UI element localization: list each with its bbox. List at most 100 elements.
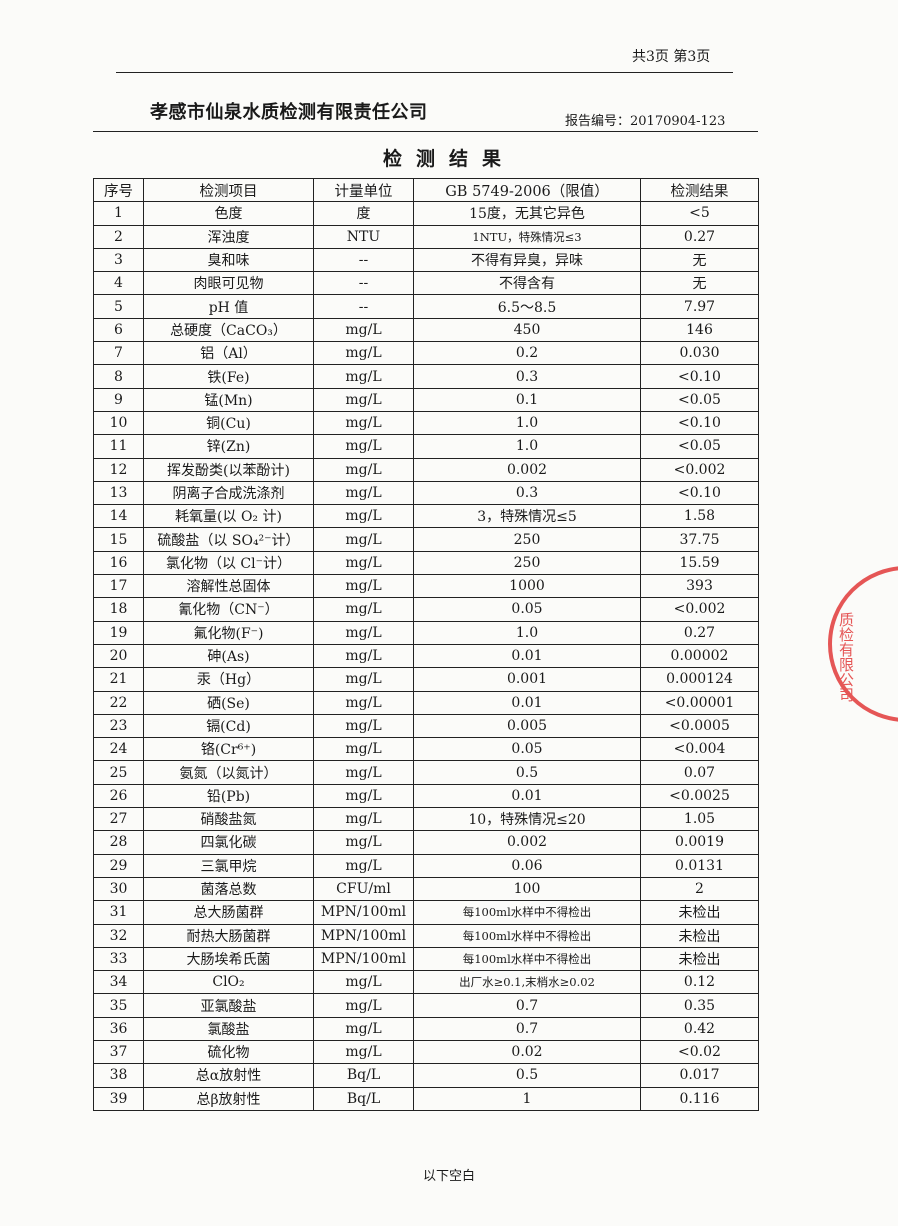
cell-no: 12	[93, 457, 144, 482]
cell-result: 0.42	[640, 1016, 759, 1041]
cell-unit: NTU	[313, 224, 414, 249]
cell-no: 31	[93, 900, 144, 925]
cell-limit: 0.01	[413, 783, 641, 809]
cell-unit: mg/L	[313, 783, 414, 809]
cell-no: 8	[93, 364, 144, 389]
cell-no: 38	[93, 1063, 144, 1088]
cell-item: 铜(Cu)	[143, 410, 314, 436]
cell-limit: 1.0	[413, 410, 641, 436]
table-row: 37 硫化物 mg/L 0.02 <0.02	[93, 1039, 759, 1065]
cell-limit: 0.01	[413, 690, 641, 715]
cell-item: 总β放射性	[143, 1086, 314, 1111]
cell-limit: 3，特殊情况≤5	[413, 504, 641, 529]
table-row: 6 总硬度（CaCO₃） mg/L 450 146	[93, 317, 759, 343]
cell-unit: mg/L	[313, 317, 414, 343]
table-row: 33 大肠埃希氏菌 MPN/100ml 每100ml水样中不得检出 未检出	[93, 946, 759, 972]
cell-no: 34	[93, 970, 144, 995]
table-row: 2 浑浊度 NTU 1NTU，特殊情况≤3 0.27	[93, 224, 759, 249]
table-row: 15 硫酸盐（以 SO₄²⁻计） mg/L 250 37.75	[93, 527, 759, 552]
cell-unit: mg/L	[313, 713, 414, 739]
page-info: 共3页 第3页	[632, 49, 711, 65]
stamp-lettering: 质检有限公司	[837, 612, 855, 702]
cell-result: <0.002	[640, 457, 759, 482]
cell-no: 13	[93, 480, 144, 506]
company-name: 孝感市仙泉水质检测有限责任公司	[150, 102, 428, 123]
cell-limit: 0.05	[413, 597, 641, 622]
table-row: 32 耐热大肠菌群 MPN/100ml 每100ml水样中不得检出 未检出	[93, 923, 759, 948]
cell-no: 18	[93, 597, 144, 622]
cell-limit: 1NTU，特殊情况≤3	[413, 224, 641, 249]
cell-limit: 0.001	[413, 667, 641, 692]
cell-item: 三氯甲烷	[143, 853, 314, 878]
table-row: 8 铁(Fe) mg/L 0.3 <0.10	[93, 364, 759, 389]
cell-no: 19	[93, 620, 144, 645]
cell-result: 未检出	[640, 946, 759, 972]
stamp-ring	[828, 566, 898, 722]
cell-result: <0.002	[640, 597, 759, 622]
cell-no: 26	[93, 783, 144, 809]
cell-unit: mg/L	[313, 667, 414, 692]
cell-limit: 15度，无其它异色	[413, 201, 641, 226]
cell-unit: mg/L	[313, 341, 414, 366]
table-row: 7 铝（Al） mg/L 0.2 0.030	[93, 341, 759, 366]
cell-no: 6	[93, 317, 144, 343]
cell-no: 28	[93, 830, 144, 855]
cell-item: 总硬度（CaCO₃）	[143, 317, 314, 343]
col-header-limit: GB 5749-2006（限值）	[413, 177, 641, 203]
col-header-no: 序号	[93, 177, 144, 203]
cell-no: 39	[93, 1086, 144, 1111]
cell-unit: mg/L	[313, 807, 414, 832]
cell-item: 氯酸盐	[143, 1016, 314, 1041]
cell-unit: 度	[313, 201, 414, 226]
cell-item: 铅(Pb)	[143, 783, 314, 809]
cell-limit: 1	[413, 1086, 641, 1111]
cell-result: <0.0025	[640, 783, 759, 809]
cell-result: <0.10	[640, 364, 759, 389]
table-row: 25 氨氮（以氮计） mg/L 0.5 0.07	[93, 760, 759, 785]
cell-limit: 0.05	[413, 737, 641, 762]
cell-unit: mg/L	[313, 480, 414, 506]
cell-limit: 1.0	[413, 434, 641, 459]
cell-limit: 不得有异臭，异味	[413, 247, 641, 273]
table-row: 4 肉眼可见物 -- 不得含有无	[93, 271, 759, 296]
cell-result: <5	[640, 201, 759, 226]
cell-no: 4	[93, 271, 144, 296]
cell-unit: mg/L	[313, 737, 414, 762]
cell-no: 30	[93, 876, 144, 902]
cell-item: 硫化物	[143, 1039, 314, 1065]
cell-result: 7.97	[640, 294, 759, 319]
cell-item: 锌(Zn)	[143, 434, 314, 459]
table-row: 9 锰(Mn) mg/L 0.1 <0.05	[93, 387, 759, 412]
cell-result: 0.27	[640, 224, 759, 249]
cell-item: 挥发酚类(以苯酚计)	[143, 457, 314, 482]
cell-item: 臭和味	[143, 247, 314, 273]
cell-item: 铬(Cr⁶⁺)	[143, 737, 314, 762]
cell-unit: mg/L	[313, 643, 414, 669]
table-row: 24 铬(Cr⁶⁺) mg/L 0.05 <0.004	[93, 737, 759, 762]
cell-result: 未检出	[640, 900, 759, 925]
cell-unit: mg/L	[313, 970, 414, 995]
table-row: 36 氯酸盐 mg/L 0.7 0.42	[93, 1016, 759, 1041]
table-row: 35 亚氯酸盐 mg/L 0.7 0.35	[93, 993, 759, 1018]
cell-no: 25	[93, 760, 144, 785]
cell-unit: mg/L	[313, 597, 414, 622]
cell-no: 1	[93, 201, 144, 226]
cell-result: <0.0005	[640, 713, 759, 739]
cell-item: 氨氮（以氮计）	[143, 760, 314, 785]
cell-result: 2	[640, 876, 759, 902]
cell-item: 镉(Cd)	[143, 713, 314, 739]
cell-result: 0.000124	[640, 667, 759, 692]
cell-no: 22	[93, 690, 144, 715]
table-row: 12 挥发酚类(以苯酚计) mg/L 0.002 <0.002	[93, 457, 759, 482]
table-row: 39 总β放射性 Bq/L 1 0.116	[93, 1086, 759, 1111]
table-row: 38 总α放射性 Bq/L 0.5 0.017	[93, 1063, 759, 1088]
cell-result: 0.12	[640, 970, 759, 995]
table-row: 23 镉(Cd) mg/L 0.005 <0.0005	[93, 713, 759, 739]
cell-result: 无	[640, 247, 759, 273]
cell-limit: 0.002	[413, 457, 641, 482]
cell-item: 亚氯酸盐	[143, 993, 314, 1018]
cell-limit: 0.3	[413, 480, 641, 506]
cell-item: 铁(Fe)	[143, 364, 314, 389]
cell-item: 硒(Se)	[143, 690, 314, 715]
cell-limit: 0.3	[413, 364, 641, 389]
